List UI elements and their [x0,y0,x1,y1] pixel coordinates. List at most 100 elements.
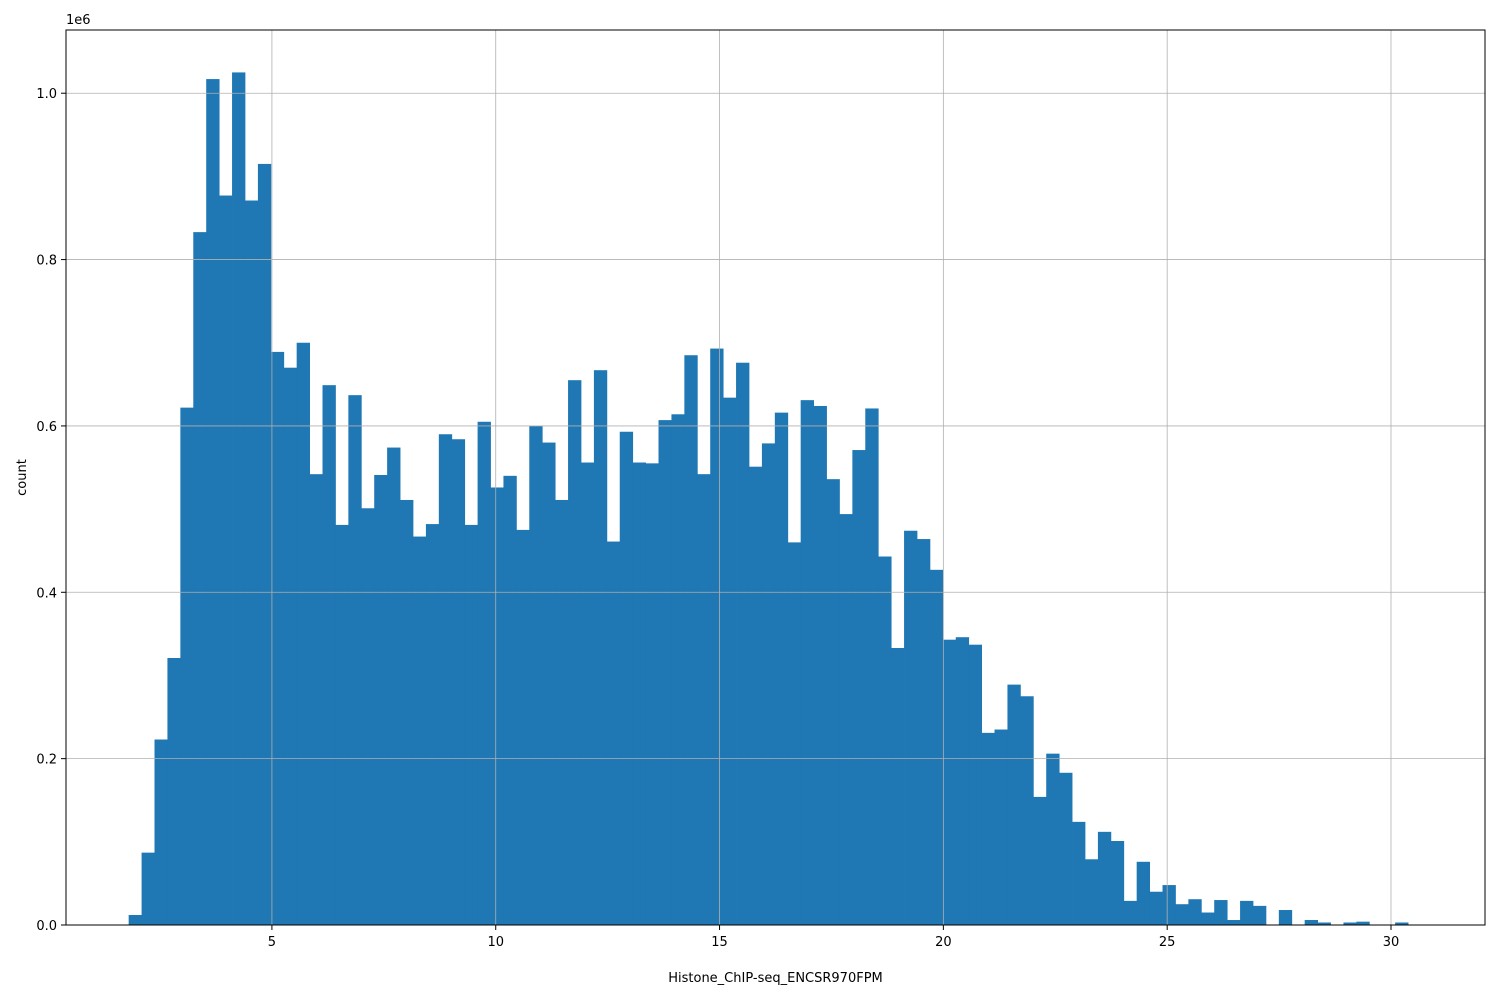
histogram-bar [1278,910,1293,925]
histogram-bar [1007,684,1021,925]
y-axis-label: count [15,459,30,496]
histogram-bar [335,524,349,925]
histogram-bar [257,163,272,925]
histogram-bar [1097,831,1112,925]
histogram-bar [296,342,310,925]
histogram-bar [645,463,659,925]
histogram-bar [813,405,827,925]
histogram-bar [542,442,556,925]
x-tick-label: 25 [1159,935,1176,950]
histogram-bar [309,474,323,925]
histogram-bar [1188,899,1202,925]
histogram-bar [994,729,1008,925]
histogram-bar [904,530,918,925]
histogram-bar [425,524,440,925]
x-axis-ticks: 5 10 15 20 25 30 [268,925,1399,950]
x-tick-label: 20 [935,935,952,950]
y-axis-ticks: 0.0 0.2 0.4 0.6 0.8 1.0 [36,87,66,934]
histogram-bar [1072,821,1086,925]
histogram-bar [412,536,427,925]
histogram-bar [1123,900,1138,925]
histogram-bar [839,514,853,925]
histogram-bar [748,466,763,925]
histogram-bar [1214,900,1228,925]
histogram-bar [942,639,957,925]
y-tick-label: 0.2 [36,753,57,768]
histogram-bar [710,348,724,925]
histogram-bar [232,72,246,925]
histogram-bar [283,367,298,925]
histogram-bar [568,380,582,925]
y-tick-label: 1.0 [36,87,57,102]
histogram-bar [1227,920,1241,925]
y-tick-label: 0.8 [36,254,57,269]
histogram-bar [658,420,672,925]
x-tick-label: 15 [711,935,728,950]
histogram-bar [490,487,504,925]
histogram-bars [128,72,1409,926]
histogram-bar [684,355,698,926]
histogram-bar [387,447,401,925]
histogram-bar [1175,904,1189,925]
histogram-bar [1059,772,1073,925]
histogram-bar [516,529,530,925]
histogram-bar [968,644,982,925]
histogram-bar [1020,696,1034,925]
histogram-bar [800,400,814,925]
histogram-bar [1162,885,1176,925]
x-tick-label: 30 [1383,935,1400,950]
histogram-bar [529,425,543,925]
histogram-bar [955,637,970,925]
histogram-bar [697,474,711,925]
histogram-bar [503,475,517,925]
histogram-bar [206,79,220,926]
x-tick-label: 5 [268,935,276,950]
histogram-bar [128,915,142,925]
histogram-bar [1240,900,1254,925]
histogram-bar [1317,922,1331,925]
histogram-bar [1084,859,1099,925]
histogram-bar [193,232,207,926]
histogram-bar [141,852,155,925]
histogram-bar [826,479,840,925]
histogram-bar [606,541,621,925]
histogram-bar [593,370,608,925]
histogram-bar [1343,922,1357,925]
histogram-bar [852,450,866,925]
histogram-bar [916,539,931,925]
histogram-bar [1395,922,1409,925]
histogram-bar [981,732,995,925]
histogram-bar [154,739,168,925]
histogram-bar [451,439,466,925]
plot-frame [65,29,1486,926]
histogram-bar [322,385,336,925]
y-tick-label: 0.4 [36,586,57,601]
histogram-bar [1110,840,1125,925]
y-tick-label: 0.6 [36,420,57,435]
y-axis-offset-text: 1e6 [66,13,91,28]
histogram-bar [632,462,646,925]
histogram-bar [929,569,944,925]
histogram-bar [167,657,181,925]
histogram-bar [244,200,259,925]
x-tick-label: 10 [487,935,504,950]
histogram-bar [219,195,233,925]
histogram-bar [1201,912,1215,925]
x-axis-label: Histone_ChIP-seq_ENCSR970FPM [668,971,883,986]
histogram-bar [438,434,453,925]
histogram-bar [891,648,905,925]
histogram-bar [180,407,194,925]
y-tick-label: 0.0 [36,919,57,934]
histogram-bar [555,499,569,925]
histogram-bar [374,475,388,925]
histogram-bar [761,443,776,925]
histogram-bar [865,408,879,925]
histogram-bar [1033,796,1047,925]
histogram-bar [1149,891,1163,925]
histogram-bar [1356,921,1370,925]
histogram-bar [671,414,685,925]
histogram-bar [736,362,750,925]
histogram-bar [464,524,478,925]
histogram-bar [270,351,285,926]
